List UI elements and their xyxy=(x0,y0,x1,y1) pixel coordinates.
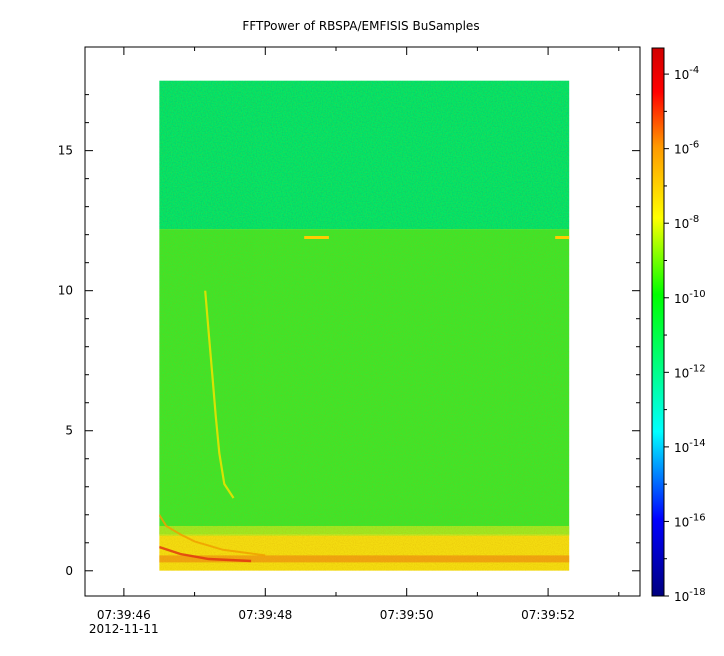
dispersed-trace xyxy=(159,514,266,557)
plot-area xyxy=(84,46,641,597)
y-tick-label: 15 xyxy=(58,144,73,158)
x-tick-label: 07:39:50 xyxy=(380,608,434,622)
colorbar: 10-4 10-6 10-8 10-10 10-12 10-14 10-16 10-18 xyxy=(651,47,706,604)
y-tick-label: 10 xyxy=(58,284,73,298)
colorbar-tick-label: 10-16 xyxy=(674,512,706,529)
x-tick-label: 07:39:52 xyxy=(521,608,575,622)
colorbar-tick-label: 10-4 xyxy=(674,65,699,82)
colorbar-tick-label: 10-12 xyxy=(674,363,706,380)
chart-title: FFTPower of RBSPA/EMFISIS BuSamples xyxy=(242,19,479,33)
y-axis: 0 5 10 15 xyxy=(58,94,640,578)
noise-texture-upper xyxy=(159,80,570,230)
y-tick-label: 0 xyxy=(65,564,73,578)
colorbar-tick-label: 10-6 xyxy=(674,140,699,157)
x-tick-label: 07:39:48 xyxy=(238,608,292,622)
y-tick-label: 5 xyxy=(65,424,73,438)
whistler-trace xyxy=(204,290,235,499)
x-tick-label: 07:39:46 xyxy=(97,608,151,622)
x-axis: 07:39:46 07:39:48 07:39:50 07:39:52 2012-11-… xyxy=(89,47,620,636)
dispersed-trace-low xyxy=(159,545,252,563)
colorbar-tick-label: 10-18 xyxy=(674,587,706,604)
colorbar-gradient xyxy=(651,47,665,597)
spectrogram-image xyxy=(159,80,570,571)
colorbar-tick-label: 10-8 xyxy=(674,214,699,231)
colorbar-tick-label: 10-14 xyxy=(674,438,706,455)
colorbar-tick-label: 10-10 xyxy=(674,289,706,306)
x-date-label: 2012-11-11 xyxy=(89,622,159,636)
